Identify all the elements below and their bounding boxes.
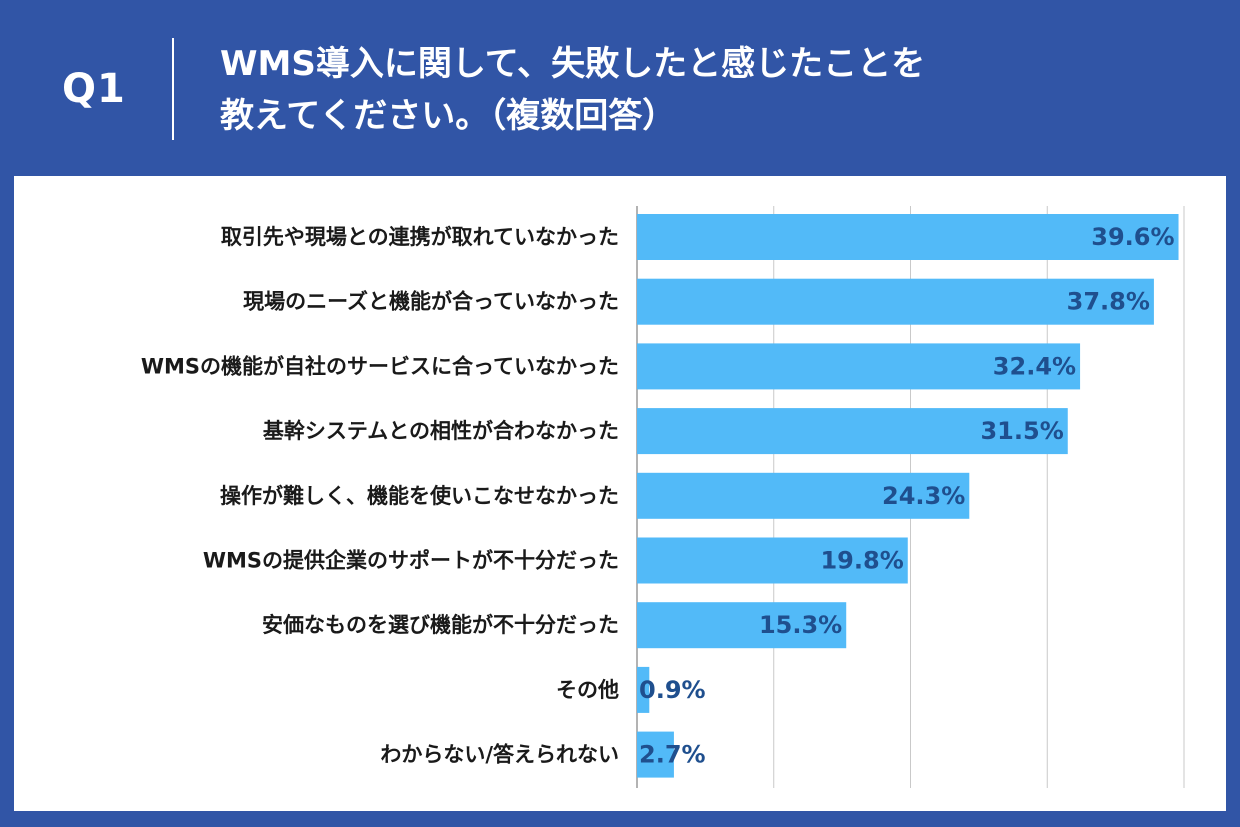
- bar-7: [637, 602, 847, 649]
- header-divider: [172, 38, 174, 140]
- bar-8: [637, 666, 650, 713]
- value-label-4: 31.5%: [980, 417, 1063, 445]
- value-label-1: 39.6%: [1091, 223, 1174, 251]
- category-label-8: その他: [556, 678, 619, 702]
- bar-1: [637, 214, 1179, 260]
- category-label-7: 安価なものを選び機能が不十分だった: [262, 613, 619, 637]
- question-title-line1: WMS導入に関して、失敗したと感じたことを: [220, 44, 926, 84]
- question-label: Q1: [62, 66, 126, 112]
- value-label-5: 24.3%: [882, 482, 965, 510]
- question-title: WMS導入に関して、失敗したと感じたことを 教えてください。（複数回答）: [220, 38, 1200, 142]
- category-label-3: WMSの機能が自社のサービスに合っていなかった: [141, 354, 619, 378]
- chart-panel: 取引先や現場との連携が取れていなかった 39.6% 現場のニーズと機能が合っていなか…: [14, 176, 1226, 811]
- bar-6: [637, 537, 908, 584]
- value-label-9: 2.7%: [639, 741, 706, 769]
- category-label-6: WMSの提供企業のサポートが不十分だった: [203, 549, 619, 573]
- category-label-2: 現場のニーズと機能が合っていなかった: [243, 290, 619, 314]
- bar-4: [637, 408, 1068, 455]
- value-label-6: 19.8%: [820, 547, 903, 575]
- bar-2: [637, 278, 1154, 325]
- category-label-1: 取引先や現場との連携が取れていなかった: [221, 225, 619, 249]
- category-label-5: 操作が難しく、機能を使いこなせなかった: [220, 484, 619, 508]
- value-label-8: 0.9%: [639, 676, 706, 704]
- bar-chart: 取引先や現場との連携が取れていなかった 39.6% 現場のニーズと機能が合っていなか…: [141, 206, 1185, 788]
- bar-3: [637, 343, 1081, 390]
- value-label-7: 15.3%: [759, 611, 842, 639]
- bar-9: [637, 731, 674, 778]
- category-label-4: 基幹システムとの相性が合わなかった: [263, 419, 619, 443]
- value-label-2: 37.8%: [1067, 288, 1150, 316]
- bar-5: [637, 472, 970, 519]
- category-label-9: わからない/答えられない: [380, 743, 619, 767]
- value-label-3: 32.4%: [993, 352, 1076, 380]
- header: Q1 WMS導入に関して、失敗したと感じたことを 教えてください。（複数回答）: [0, 0, 1240, 176]
- question-title-line2: 教えてください。（複数回答）: [220, 96, 677, 136]
